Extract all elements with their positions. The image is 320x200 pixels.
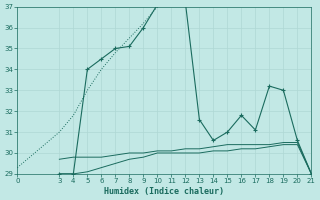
X-axis label: Humidex (Indice chaleur): Humidex (Indice chaleur) (104, 187, 224, 196)
